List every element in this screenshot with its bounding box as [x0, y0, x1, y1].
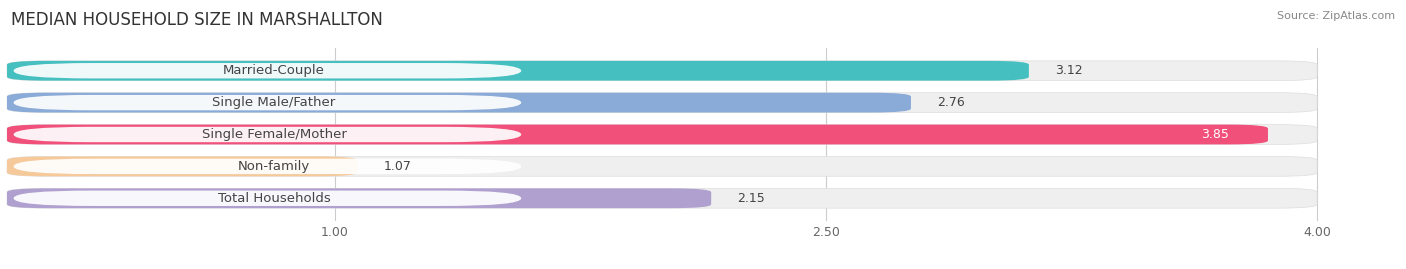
FancyBboxPatch shape [7, 125, 1268, 144]
FancyBboxPatch shape [14, 95, 522, 110]
FancyBboxPatch shape [14, 63, 522, 79]
Text: Total Households: Total Households [218, 192, 330, 205]
FancyBboxPatch shape [7, 157, 1317, 176]
Text: Single Male/Father: Single Male/Father [212, 96, 336, 109]
FancyBboxPatch shape [7, 188, 1317, 208]
Text: MEDIAN HOUSEHOLD SIZE IN MARSHALLTON: MEDIAN HOUSEHOLD SIZE IN MARSHALLTON [11, 11, 382, 29]
FancyBboxPatch shape [7, 61, 1029, 81]
FancyBboxPatch shape [7, 93, 911, 112]
Text: Non-family: Non-family [238, 160, 311, 173]
FancyBboxPatch shape [7, 125, 1317, 144]
FancyBboxPatch shape [7, 188, 711, 208]
FancyBboxPatch shape [14, 190, 522, 206]
Text: 2.15: 2.15 [737, 192, 765, 205]
Text: 3.85: 3.85 [1201, 128, 1229, 141]
Text: 2.76: 2.76 [938, 96, 965, 109]
Text: 3.12: 3.12 [1054, 64, 1083, 77]
Text: Married-Couple: Married-Couple [224, 64, 325, 77]
FancyBboxPatch shape [14, 159, 522, 174]
FancyBboxPatch shape [7, 157, 357, 176]
Text: Single Female/Mother: Single Female/Mother [201, 128, 346, 141]
Text: 1.07: 1.07 [384, 160, 412, 173]
FancyBboxPatch shape [14, 127, 522, 142]
FancyBboxPatch shape [7, 93, 1317, 112]
FancyBboxPatch shape [7, 61, 1317, 81]
Text: Source: ZipAtlas.com: Source: ZipAtlas.com [1277, 11, 1395, 21]
